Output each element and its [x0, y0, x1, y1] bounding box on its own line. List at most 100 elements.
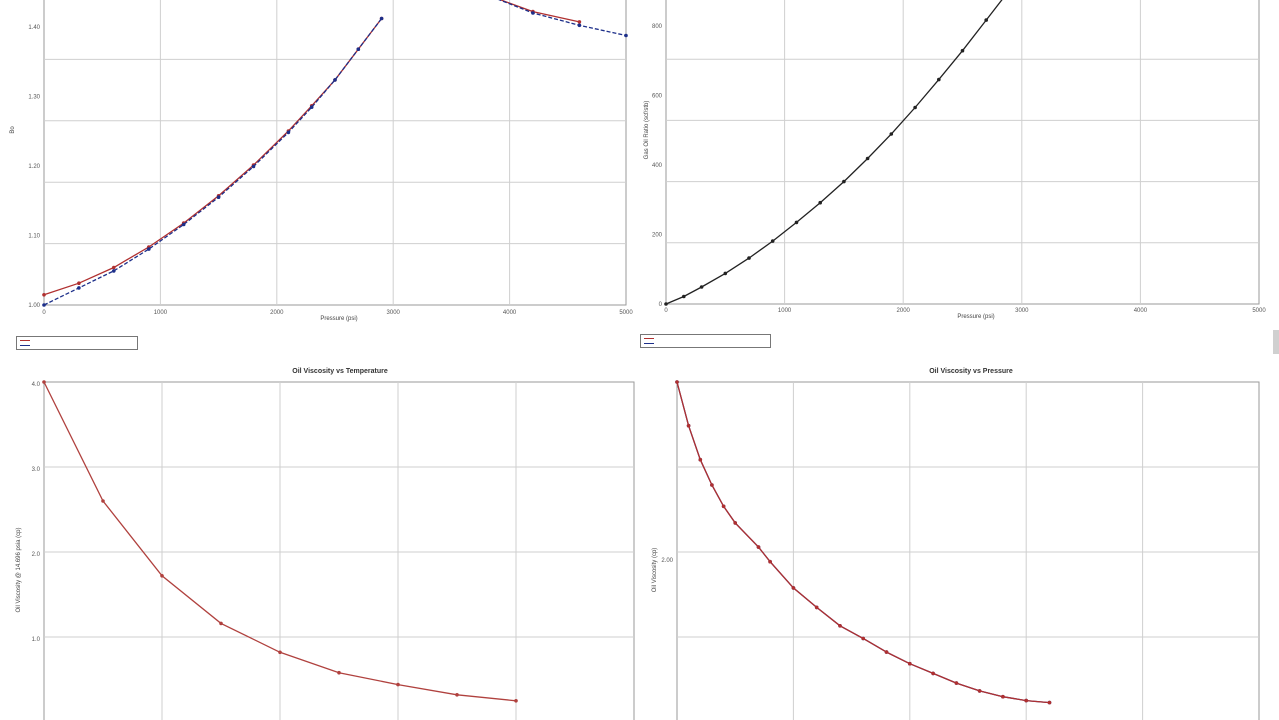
data-point — [723, 271, 728, 276]
grid — [44, 0, 626, 305]
data-point — [160, 574, 164, 578]
data-point — [101, 499, 105, 503]
y-tick-label: 1.00 — [28, 303, 40, 309]
data-point — [309, 105, 314, 109]
x-tick-label: 3000 — [1015, 308, 1029, 314]
data-point — [333, 78, 337, 82]
y-axis-title: Bo — [10, 126, 16, 134]
x-tick-label: 0 — [664, 308, 668, 314]
chart-bo-vs-pressure: 0 1000 2000 3000 4000 5000 1.00 1.10 1.20 1.30 1.4… — [10, 0, 633, 322]
chart-title: Oil Viscosity vs Pressure — [929, 368, 1013, 375]
x-tick-label: 2000 — [897, 308, 911, 314]
data-point — [112, 269, 116, 273]
data-point — [664, 302, 668, 306]
data-point — [984, 18, 988, 22]
series — [664, 0, 1003, 306]
y-tick-label: 600 — [652, 94, 663, 100]
chart-title: Oil Viscosity vs Temperature — [292, 368, 388, 375]
data-point — [216, 195, 221, 199]
data-point — [286, 130, 291, 135]
y-axis-title: Gas Oil Ratio (scf/stb) — [644, 101, 650, 160]
data-point — [675, 380, 679, 384]
series-line — [665, 0, 1003, 305]
x-tick-label: 3000 — [387, 310, 401, 316]
y-tick-label: 1.10 — [28, 234, 40, 240]
data-point — [747, 256, 751, 260]
plot-area — [665, 0, 1260, 305]
data-point — [112, 265, 116, 270]
y-axis-title: Oil Viscosity (cp) — [652, 548, 658, 593]
y-tick-label: 400 — [652, 163, 663, 169]
y-tick-label: 1.30 — [28, 95, 40, 101]
y-tick-label: 2.0 — [32, 552, 41, 558]
data-point — [1001, 694, 1005, 699]
data-point — [624, 33, 628, 38]
tick-labels: 0 1000 2000 3000 4000 5000 0 200 400 600 800 — [652, 24, 1266, 314]
data-point — [356, 47, 361, 51]
y-tick-label: 800 — [652, 24, 663, 30]
legend-entry — [20, 343, 134, 348]
series — [675, 380, 1052, 705]
data-point — [686, 423, 691, 428]
data-point — [931, 671, 935, 676]
y-tick-label: 1.40 — [28, 25, 40, 31]
data-point — [794, 220, 799, 225]
grid — [44, 382, 634, 720]
data-point — [861, 636, 865, 641]
data-point — [710, 483, 714, 487]
x-axis-title: Pressure (psi) — [320, 316, 357, 322]
data-point — [337, 670, 341, 675]
data-point — [147, 247, 151, 251]
chart-gor-vs-pressure: 0 1000 2000 3000 4000 5000 0 200 400 600 800 Press… — [644, 0, 1266, 320]
y-axis-title: Oil Viscosity @ 14.696 psia (cp) — [16, 527, 22, 612]
grid — [677, 382, 1259, 720]
x-tick-label: 1000 — [778, 308, 792, 314]
series-line — [43, 18, 383, 306]
x-tick-label: 4000 — [1134, 308, 1148, 314]
plot-area — [676, 381, 1260, 720]
y-tick-label: 200 — [652, 233, 663, 239]
data-point — [818, 200, 822, 205]
data-point — [908, 661, 912, 666]
series — [42, 380, 518, 703]
data-point — [838, 624, 842, 628]
tick-labels: 2.00 — [661, 558, 673, 564]
data-point — [531, 11, 535, 15]
data-point — [768, 559, 772, 564]
x-tick-label: 0 — [42, 310, 46, 316]
x-tick-label: 5000 — [619, 310, 633, 316]
data-point — [455, 693, 459, 697]
data-point — [396, 682, 400, 687]
plot-area — [43, 381, 635, 720]
data-point — [251, 164, 256, 169]
legend-entry — [20, 338, 134, 343]
data-point — [960, 48, 965, 53]
scrollbar-thumb[interactable] — [1273, 330, 1279, 354]
data-point — [756, 545, 761, 549]
tick-labels: 4.0 3.0 2.0 1.0 — [32, 382, 41, 643]
y-tick-label: 2.00 — [661, 558, 673, 564]
x-tick-label: 1000 — [154, 310, 168, 316]
data-point — [577, 23, 582, 28]
legend-swatch — [644, 338, 654, 339]
x-tick-label: 2000 — [270, 310, 284, 316]
data-point — [181, 222, 186, 227]
chart-oil-viscosity-vs-pressure: Oil Viscosity vs Pressure 2.00 Oil Visco… — [652, 368, 1260, 720]
legend-gor — [640, 334, 771, 348]
data-point — [699, 285, 704, 289]
data-point — [884, 650, 889, 654]
data-point — [842, 179, 846, 184]
data-point — [937, 77, 941, 82]
data-point — [814, 605, 819, 610]
data-point — [577, 20, 582, 24]
legend-entry — [644, 336, 767, 341]
data-point — [42, 380, 46, 384]
data-point — [954, 681, 959, 685]
data-point — [42, 303, 46, 307]
x-axis-title: Pressure (psi) — [957, 314, 994, 320]
legend-swatch — [20, 340, 30, 341]
data-point — [1047, 700, 1052, 705]
data-point — [379, 16, 384, 21]
data-point — [770, 239, 775, 243]
data-point — [977, 689, 982, 693]
